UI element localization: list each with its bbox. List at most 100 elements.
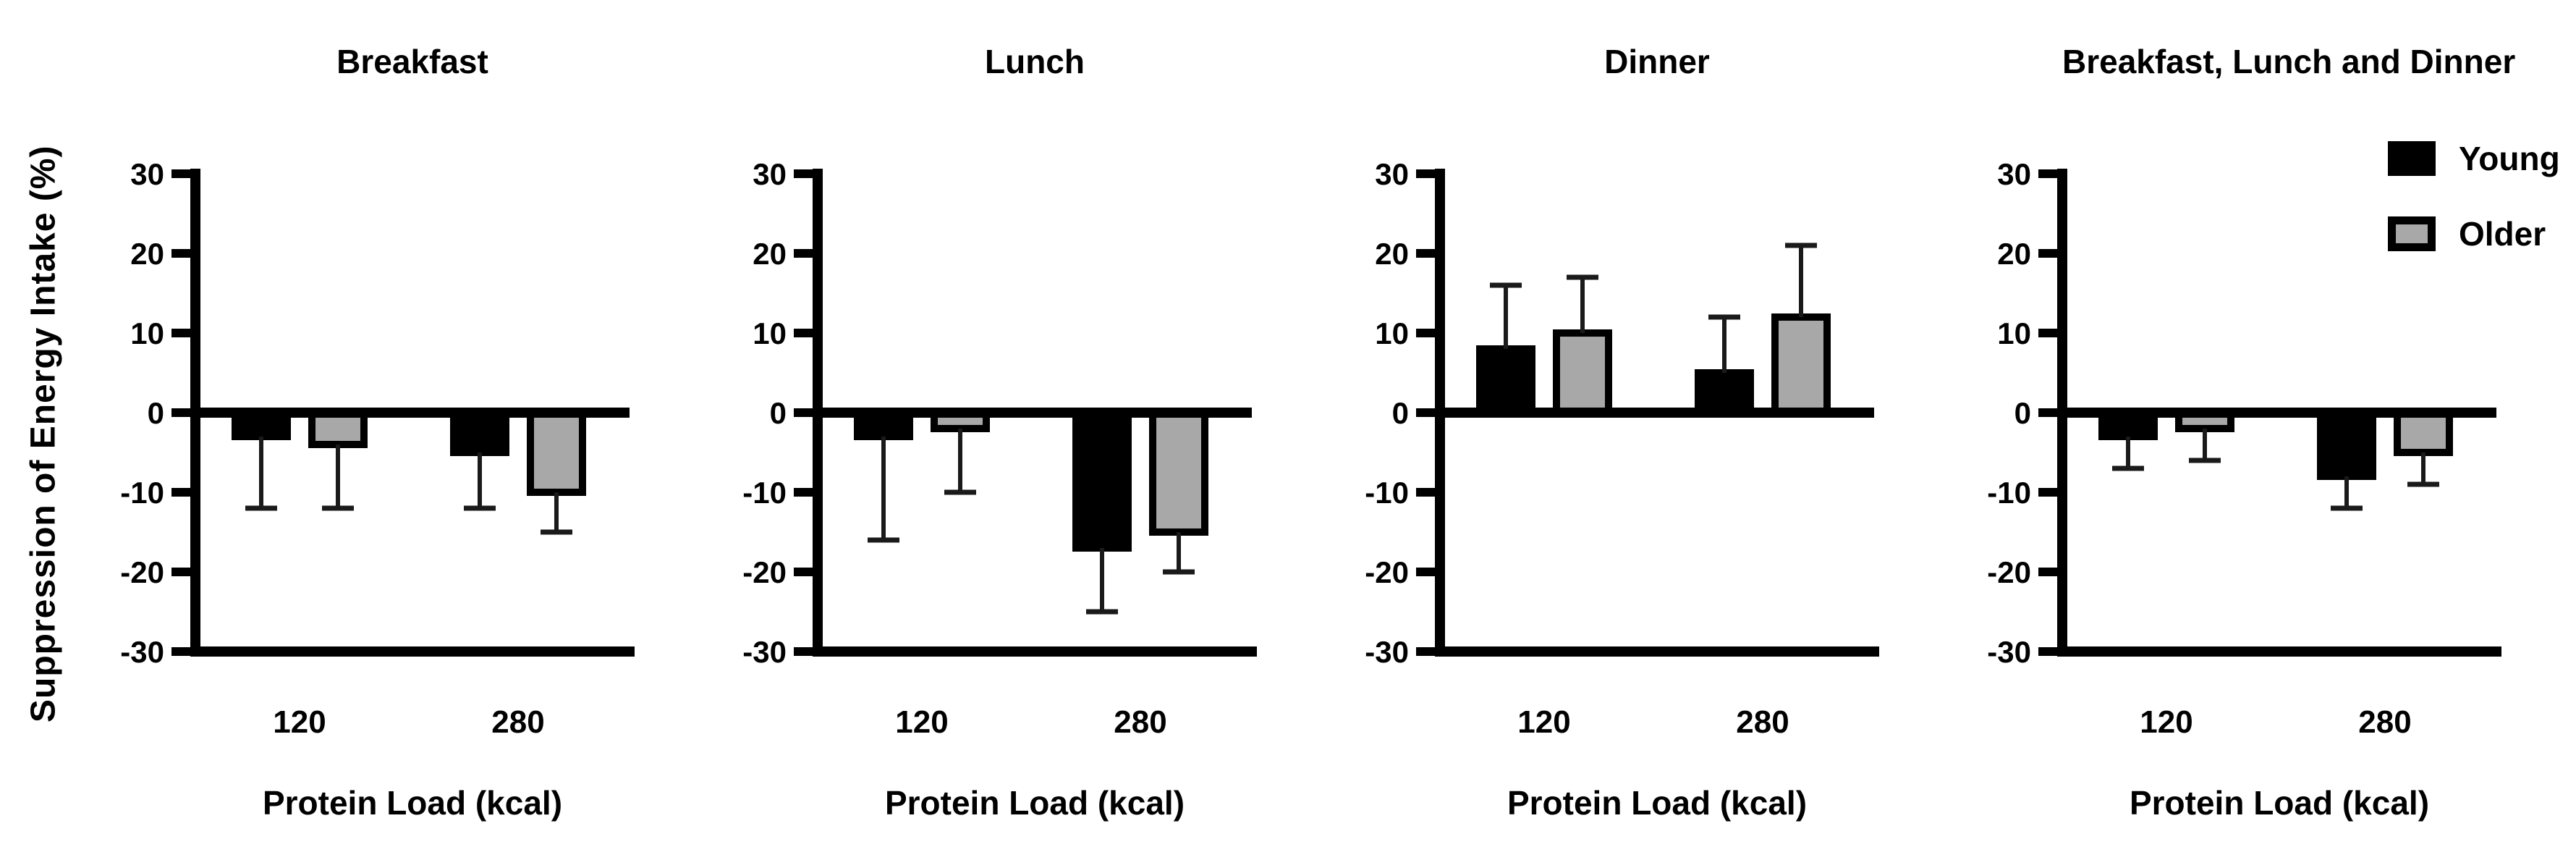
y-tick-label-30: 30 [753,157,787,191]
y-tick-20 [1416,249,1435,258]
error-bar-cap [1086,609,1118,615]
y-tick-20 [2038,249,2057,258]
y-axis-title: Suppression of Energy Intake (%) [24,145,63,723]
y-tick-label--30: -30 [1365,635,1409,669]
bar-breakfast-280-older [527,409,586,496]
y-tick-label--10: -10 [1987,476,2031,510]
y-tick--20 [171,568,190,576]
y-tick--20 [1416,568,1435,576]
y-tick-label-0: 0 [770,396,787,430]
panel-dinner: Dinner 30 20 10 0 -10 -20 -30 120 280 Protein Lo… [1331,0,1954,868]
y-tick-label-20: 20 [1375,237,1409,271]
legend-swatch-young [2388,141,2436,176]
bar-chart-breakfast-lunch-dinner: 30 20 10 0 -10 -20 -30 120 280 [1987,157,2501,740]
bar-chart-breakfast: 30 20 10 0 -10 -20 -30 120 280 [120,157,635,740]
panel-lunch: Lunch 30 20 10 0 -10 -20 -30 120 280 Protein Loa… [709,0,1331,868]
y-tick-label--10: -10 [120,476,164,510]
legend: Young Older [2388,139,2560,253]
y-tick-30 [794,169,813,178]
y-tick-label--20: -20 [742,555,787,589]
y-tick-10 [1416,329,1435,337]
y-tick--10 [1416,488,1435,497]
legend-label-young: Young [2459,140,2560,177]
x-axis-line [2057,646,2501,657]
y-tick-label--30: -30 [742,635,787,669]
zero-line [2057,408,2496,418]
y-axis-line [1435,169,1445,657]
error-bar-cap [245,505,277,511]
zero-line [1435,408,1874,418]
y-tick-label-30: 30 [1375,157,1409,191]
bar-dinner-120-older [1553,329,1612,416]
y-tick-label--20: -20 [1987,555,2031,589]
bar-dinner-280-young [1695,369,1754,416]
bar-lunch-280-older [1149,409,1208,536]
bar-chart-lunch: 30 20 10 0 -10 -20 -30 120 280 [742,157,1257,740]
panel-breakfast-lunch-dinner: Breakfast, Lunch and Dinner 30 20 10 0 -10 -2… [1954,0,2576,868]
y-tick-20 [171,249,190,258]
bar-breakfast-lunch-and-dinner-280-young [2317,409,2376,480]
legend-swatch-older [2388,216,2436,251]
y-tick--30 [1416,647,1435,656]
y-tick--30 [794,647,813,656]
y-tick-10 [794,329,813,337]
y-tick-label--10: -10 [742,476,787,510]
bar-breakfast-280-young [450,409,509,456]
error-bar-cap [1708,314,1740,320]
bar-lunch-280-young [1072,409,1132,552]
x-axis-line [190,646,635,657]
category-label-280: 280 [2358,704,2411,740]
y-tick-label-10: 10 [130,316,164,350]
y-tick--20 [794,568,813,576]
y-tick-30 [1416,169,1435,178]
y-tick--10 [2038,488,2057,497]
x-axis-title: Protein Load (kcal) [884,784,1185,822]
y-tick-0 [171,408,190,417]
panel-title: Dinner [1604,43,1710,80]
legend-item-older: Older [2388,214,2560,253]
error-bar-cap [2407,481,2439,487]
y-tick-10 [2038,329,2057,337]
category-label-280: 280 [491,704,544,740]
x-axis-line [1435,646,1879,657]
panel-title: Lunch [985,43,1085,80]
y-tick-0 [794,408,813,417]
panel-breakfast: Breakfast 30 20 10 0 -10 -20 -30 120 280 Protein… [87,0,709,868]
y-tick-label-20: 20 [753,237,787,271]
y-tick-label-10: 10 [1375,316,1409,350]
y-tick-label-0: 0 [148,396,164,430]
y-tick-0 [1416,408,1435,417]
error-bar-cap [2331,505,2363,511]
y-tick-30 [171,169,190,178]
bar-dinner-280-older [1771,313,1831,416]
y-tick-label-30: 30 [1997,157,2031,191]
error-bar-cap [541,529,572,535]
error-bar-cap [868,537,899,543]
error-bar-cap [1785,243,1817,248]
y-tick-label--30: -30 [1987,635,2031,669]
x-axis-line [813,646,1257,657]
category-label-280: 280 [1114,704,1166,740]
error-bar-cap [944,489,976,495]
y-tick-label-20: 20 [1997,237,2031,271]
y-axis-line [2057,169,2067,657]
error-bar-cap [464,505,496,511]
legend-label-older: Older [2459,215,2546,253]
y-axis-line [190,169,200,657]
y-tick-label--10: -10 [1365,476,1409,510]
y-tick-label-0: 0 [1392,396,1409,430]
category-label-120: 120 [273,704,326,740]
category-label-120: 120 [1517,704,1570,740]
y-tick--10 [794,488,813,497]
y-tick-10 [171,329,190,337]
error-bar-cap [1567,274,1598,280]
bar-chart-dinner: 30 20 10 0 -10 -20 -30 120 280 [1365,157,1879,740]
category-label-280: 280 [1736,704,1789,740]
error-bar-cap [322,505,354,511]
y-axis-line [813,169,823,657]
panel-title: Breakfast [336,43,488,80]
bar-dinner-120-young [1476,345,1535,416]
y-tick-label-10: 10 [1997,316,2031,350]
legend-item-young: Young [2388,139,2560,178]
